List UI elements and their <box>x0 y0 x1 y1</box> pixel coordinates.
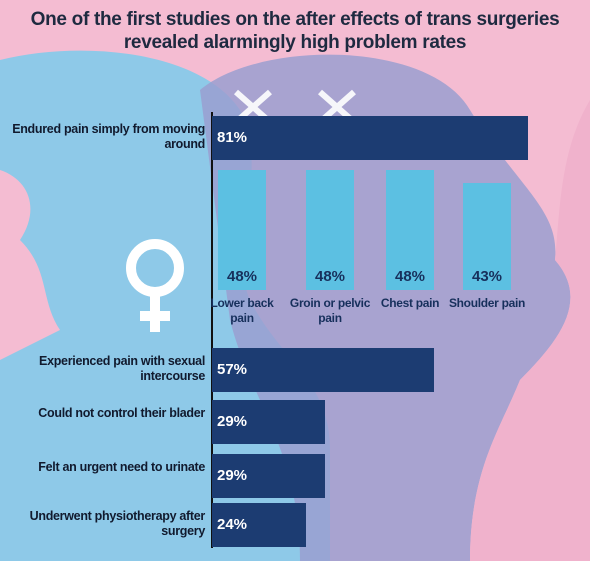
value-label: 48% <box>226 268 258 285</box>
chart-title: One of the first studies on the after ef… <box>30 9 560 53</box>
bar <box>306 170 354 290</box>
bar <box>212 348 435 392</box>
category-label: Shoulder pain <box>448 296 526 310</box>
bar <box>386 170 434 290</box>
category-label: Felt an urgent need to urinate <box>38 460 205 474</box>
category-label: Groin or pelvic pain <box>289 296 371 325</box>
value-label: 48% <box>314 268 346 285</box>
category-label: Experienced pain with sexual intercourse <box>39 354 205 383</box>
category-label: Chest pain <box>380 296 440 310</box>
bar <box>463 182 511 290</box>
value-label: 81% <box>217 129 248 146</box>
value-label: 29% <box>217 413 248 430</box>
value-label: 57% <box>217 361 248 378</box>
value-label: 29% <box>217 467 248 484</box>
bar <box>212 400 326 444</box>
value-label: 48% <box>394 268 426 285</box>
bar <box>218 170 266 290</box>
bar <box>212 454 326 498</box>
bar <box>212 116 528 160</box>
value-label: 43% <box>471 268 503 285</box>
category-label: Endured pain simply from moving around <box>12 122 205 151</box>
category-label: Could not control their blader <box>38 406 205 420</box>
bar <box>212 503 306 547</box>
value-label: 24% <box>217 516 248 533</box>
category-label: Lower back pain <box>210 296 274 325</box>
category-label: Underwent physiotherapy after surgery <box>29 509 206 538</box>
